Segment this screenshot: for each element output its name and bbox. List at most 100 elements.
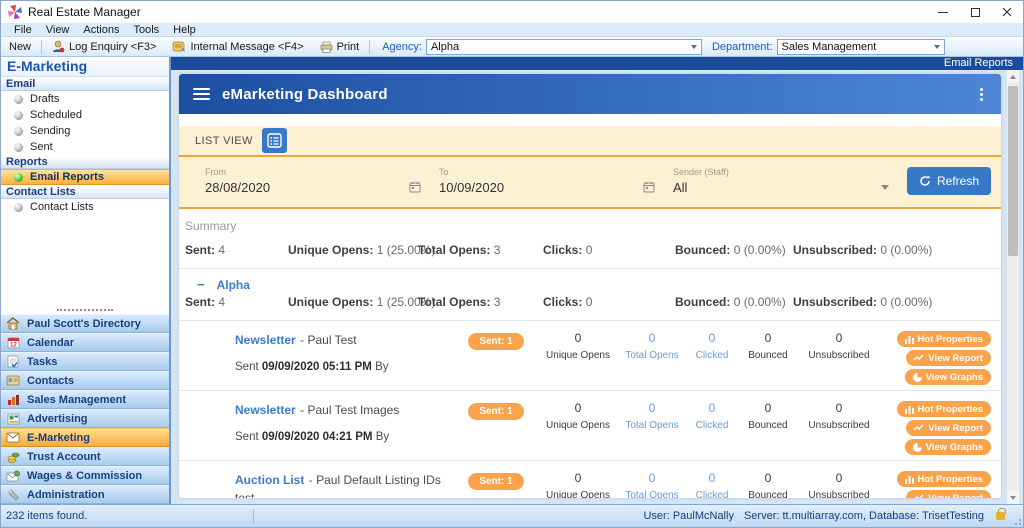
campaign-title-link[interactable]: Auction List <box>235 473 305 487</box>
log-enquiry-button[interactable]: Log Enquiry <F3> <box>44 37 164 56</box>
campaign-description: - Paul Default Listing IDs test <box>235 473 441 498</box>
internal-message-button[interactable]: Internal Message <F4> <box>164 37 311 56</box>
stat-total-opens[interactable]: 0 Total Opens <box>625 471 679 498</box>
calendar-icon[interactable] <box>409 181 421 193</box>
lock-icon <box>996 508 1006 520</box>
tree-section-reports: Reports <box>1 155 169 169</box>
stat-total-opens[interactable]: 0 Total Opens <box>625 401 679 431</box>
menu-file[interactable]: File <box>14 23 32 36</box>
summary-bounced: Bounced: 0 (0.00%) <box>675 243 786 257</box>
sidebar-item-calendar[interactable]: 12 Calendar <box>1 333 169 352</box>
wrench-icon <box>5 487 21 502</box>
from-date-field[interactable]: From 28/08/2020 <box>205 163 439 199</box>
sidebar-item-contacts[interactable]: Contacts <box>1 371 169 390</box>
department-value: Sales Management <box>781 40 877 53</box>
scroll-down-button[interactable] <box>1007 491 1019 504</box>
view-report-button[interactable]: View Report <box>906 490 991 498</box>
minimize-button[interactable] <box>927 1 959 23</box>
list-view-bar: LIST VIEW <box>179 126 1001 157</box>
resize-grip[interactable] <box>1012 516 1022 526</box>
bullet-icon <box>14 94 23 104</box>
sender-staff-select[interactable]: Sender (Staff) All <box>673 163 907 199</box>
sidebar-item-contact-lists[interactable]: Contact Lists <box>1 199 169 215</box>
stat-bounced: 0 Bounced <box>748 471 788 498</box>
main-area: E-Marketing Email Drafts Scheduled Sendi… <box>1 57 1023 504</box>
summary-sent: Sent: 4 <box>185 243 226 257</box>
bullet-icon <box>14 126 23 136</box>
view-report-button[interactable]: View Report <box>906 420 991 436</box>
server-status: Server: tt.multiarray.com, Database: Tri… <box>743 510 984 522</box>
collapse-icon[interactable]: − <box>197 277 205 292</box>
agency-group-header: − Alpha <box>179 269 1001 295</box>
campaign-title-link[interactable]: Newsletter <box>235 333 296 347</box>
summary-stats-row: Sent: 4 Unique Opens: 1 (25.00%) Total O… <box>185 243 991 268</box>
menu-view[interactable]: View <box>45 23 70 36</box>
campaign-title-link[interactable]: Newsletter <box>235 403 296 417</box>
to-label: To <box>439 166 449 177</box>
sent-count-badge: Sent: 1 <box>468 473 524 490</box>
view-graphs-button[interactable]: View Graphs <box>904 439 991 455</box>
hot-properties-button[interactable]: Hot Properties <box>896 331 991 347</box>
chart-icon <box>904 475 914 484</box>
sidebar-item-sending[interactable]: Sending <box>1 123 169 139</box>
sidebar-item-email-reports[interactable]: Email Reports <box>1 169 169 185</box>
department-select[interactable]: Sales Management <box>776 38 945 55</box>
sidebar-splitter[interactable] <box>1 306 169 314</box>
close-button[interactable] <box>991 1 1023 23</box>
sidebar-item-advertising[interactable]: Advertising <box>1 409 169 428</box>
menu-tools[interactable]: Tools <box>133 23 160 36</box>
view-report-button[interactable]: View Report <box>906 350 991 366</box>
sidebar-item-directory[interactable]: Paul Scott's Directory <box>1 314 169 333</box>
refresh-icon <box>920 175 931 186</box>
hamburger-icon[interactable] <box>193 88 210 100</box>
sidebar-item-drafts[interactable]: Drafts <box>1 91 169 107</box>
stat-clicked[interactable]: 0 Clicked <box>695 471 729 498</box>
stat-total-opens[interactable]: 0 Total Opens <box>625 331 679 361</box>
calendar-icon[interactable] <box>643 181 655 193</box>
menu-help[interactable]: Help <box>173 23 196 36</box>
maximize-button[interactable] <box>959 1 991 23</box>
from-date-value: 28/08/2020 <box>205 179 271 195</box>
to-date-field[interactable]: To 10/09/2020 <box>439 163 673 199</box>
sidebar-item-sent[interactable]: Sent <box>1 139 169 155</box>
stat-clicked[interactable]: 0 Clicked <box>695 401 729 431</box>
agency-group-link[interactable]: Alpha <box>216 277 250 292</box>
nav-item-label: Tasks <box>27 355 58 368</box>
view-graphs-button[interactable]: View Graphs <box>904 369 991 385</box>
group-unique-opens: Unique Opens: 1 (25.00%) <box>288 295 436 309</box>
sidebar-item-trust-account[interactable]: Trust Account <box>1 447 169 466</box>
chart-icon <box>904 405 914 414</box>
agency-select[interactable]: Alpha <box>425 38 702 55</box>
scroll-up-button[interactable] <box>1007 70 1019 83</box>
hot-properties-button[interactable]: Hot Properties <box>896 471 991 487</box>
toolbar-separator <box>41 39 43 54</box>
list-view-toggle-button[interactable] <box>261 128 287 153</box>
app-icon <box>8 5 22 19</box>
new-button[interactable]: New <box>9 40 32 53</box>
nav-item-label: Administration <box>27 488 105 501</box>
refresh-button[interactable]: Refresh <box>907 167 991 195</box>
campaign-info: Newsletter - Paul Test Images Sent 09/09… <box>235 401 457 443</box>
group-sent: Sent: 4 <box>185 295 226 309</box>
hot-properties-button[interactable]: Hot Properties <box>896 401 991 417</box>
department-label: Department: <box>711 40 773 53</box>
window-title: Real Estate Manager <box>28 5 141 19</box>
sidebar-item-sales-management[interactable]: Sales Management <box>1 390 169 409</box>
vertical-scrollbar[interactable] <box>1007 70 1019 504</box>
pie-icon <box>912 442 922 452</box>
sidebar-item-tasks[interactable]: Tasks <box>1 352 169 371</box>
kebab-menu-icon[interactable] <box>976 84 987 105</box>
sidebar-item-administration[interactable]: Administration <box>1 485 169 504</box>
sidebar-item-wages-commission[interactable]: Wages & Commission <box>1 466 169 485</box>
stat-clicked[interactable]: 0 Clicked <box>695 331 729 361</box>
summary-unsubscribed: Unsubscribed: 0 (0.00%) <box>793 243 933 257</box>
print-button[interactable]: Print <box>312 37 368 56</box>
sidebar-item-scheduled[interactable]: Scheduled <box>1 107 169 123</box>
sidebar-item-e-marketing[interactable]: E-Marketing <box>1 428 169 447</box>
printer-icon <box>320 41 332 53</box>
menu-actions[interactable]: Actions <box>83 23 120 36</box>
bullet-icon <box>14 202 23 212</box>
chevron-down-icon <box>690 44 697 49</box>
scrollbar-thumb[interactable] <box>1008 86 1018 256</box>
summary-section: Summary Sent: 4 Unique Opens: 1 (25.00%)… <box>179 209 1001 268</box>
